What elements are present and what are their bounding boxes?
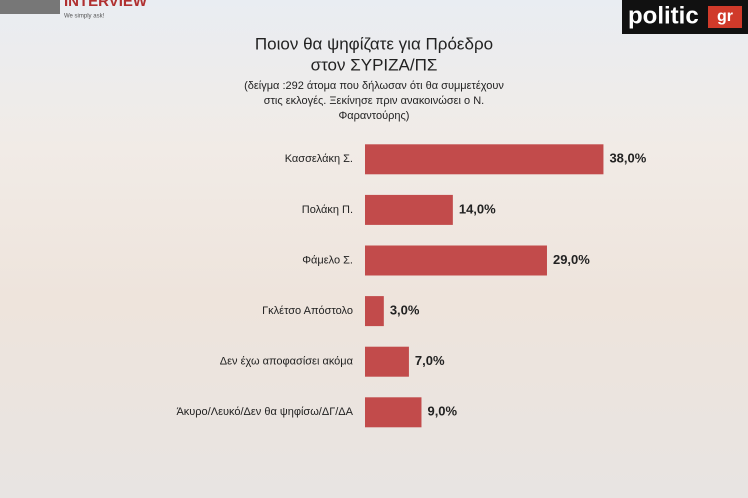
value-label: 7,0%	[415, 353, 445, 368]
value-label: 3,0%	[390, 303, 420, 318]
value-label: 14,0%	[459, 201, 496, 216]
logo-bg	[0, 0, 60, 14]
category-label: Φάμελο Σ.	[302, 254, 353, 266]
bar	[365, 346, 409, 377]
chart-subtitle: Φαραντούρης)	[339, 110, 410, 122]
category-label: Δεν έχω αποφασίσει ακόμα	[220, 356, 354, 368]
bar	[365, 194, 453, 225]
category-label: Άκυρο/Λευκό/Δεν θα ψηφίσω/ΔΓ/ΔΑ	[176, 406, 353, 418]
logo-left: INTERVIEW	[64, 0, 148, 10]
category-label: Πολάκη Π.	[302, 204, 353, 216]
chart-subtitle: στις εκλογές. Ξεκίνησε πριν ανακοινώσει …	[264, 95, 484, 107]
bar	[365, 296, 384, 327]
value-label: 9,0%	[427, 404, 457, 419]
value-label: 29,0%	[553, 252, 590, 267]
category-label: Κασσελάκη Σ.	[285, 153, 353, 165]
logo-suffix: gr	[717, 8, 733, 25]
bar	[365, 397, 422, 428]
logo-right: politic	[628, 2, 699, 29]
chart-title: Ποιον θα ψηφίζατε για Πρόεδρο	[255, 34, 493, 53]
logo-tagline: We simply ask!	[64, 14, 105, 20]
bar	[365, 245, 547, 276]
chart-subtitle: (δείγμα :292 άτομα που δήλωσαν ότι θα συ…	[244, 80, 504, 92]
bar	[365, 144, 604, 175]
logo-suffix-bg	[708, 6, 742, 28]
chart-title: στον ΣΥΡΙΖΑ/ΠΣ	[311, 55, 438, 74]
category-label: Γκλέτσο Απόστολο	[262, 305, 353, 317]
value-label: 38,0%	[609, 151, 646, 166]
